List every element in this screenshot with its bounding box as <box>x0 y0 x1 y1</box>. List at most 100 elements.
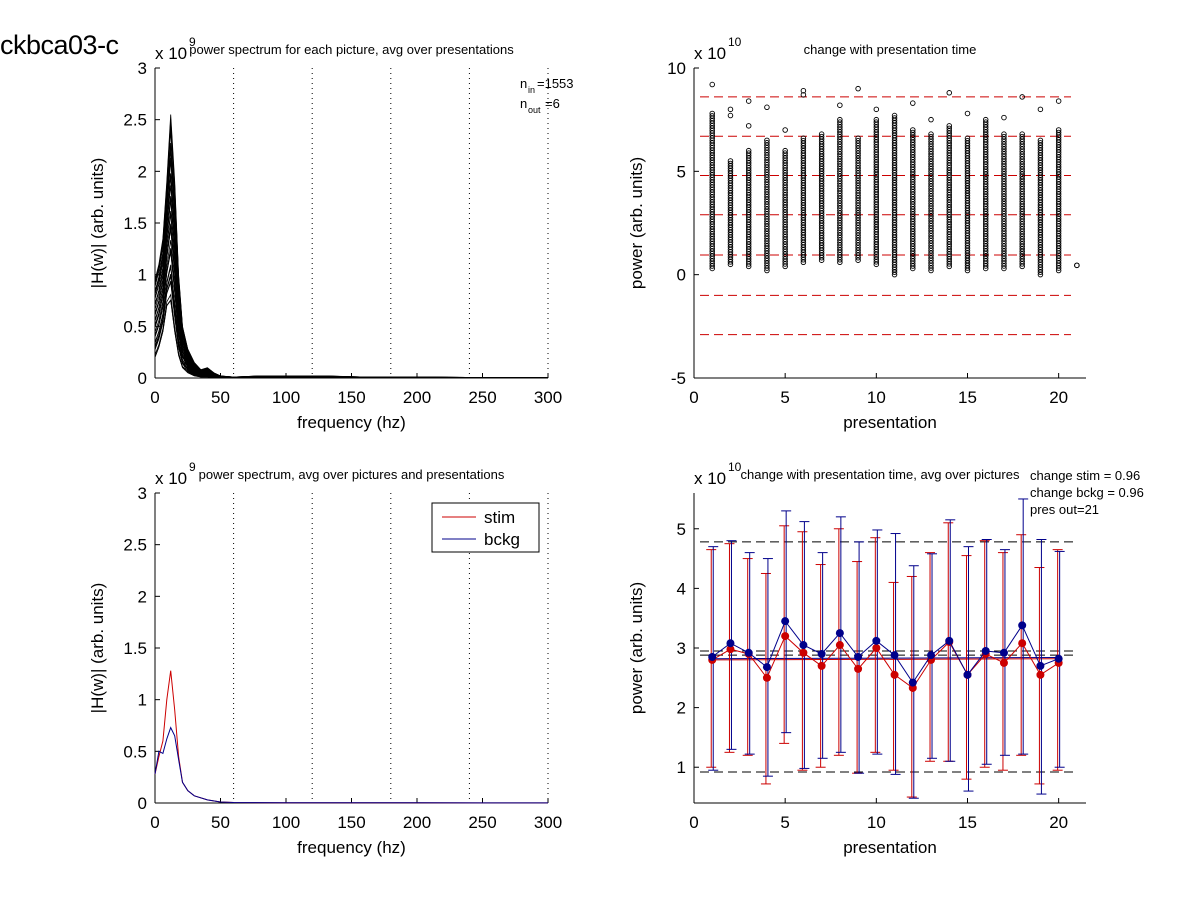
marker-bckg <box>1018 621 1027 630</box>
y-tick-label: 1 <box>138 691 147 710</box>
spectrum-curve <box>154 176 548 379</box>
spectrum-curve <box>154 160 548 379</box>
chart-power-spectrum-each: 0 50 100 150 200 250 300 0 0.5 1 1.5 2 2.5 3 frequency… <box>88 35 574 432</box>
spectrum-curve <box>154 149 548 379</box>
outlier-point <box>709 81 715 88</box>
y-tick-label: 0.5 <box>123 317 147 336</box>
x-tick-label: 0 <box>689 813 698 832</box>
x-tick-label: 15 <box>958 813 977 832</box>
spectrum-curve <box>154 267 548 379</box>
n-out-value: =6 <box>545 96 560 111</box>
outlier-point <box>782 127 788 133</box>
y-tick-label: 4 <box>677 579 686 598</box>
y-tick-label: 1 <box>677 758 686 777</box>
y-tick-label: 2.5 <box>123 536 147 555</box>
spectrum-curve <box>154 280 548 379</box>
x-tick-label: 15 <box>958 388 977 407</box>
data-point <box>800 137 807 144</box>
data-point <box>910 127 916 133</box>
n-out-label: n <box>520 96 527 111</box>
spectrum-curve <box>154 211 548 379</box>
marker-stim <box>835 641 844 650</box>
chart-power-spectrum-avg: 0 50 100 150 200 250 300 0 0.5 1 1.5 2 2.5 3 frequency… <box>88 460 562 857</box>
outlier-point <box>837 102 843 108</box>
data-point <box>982 119 989 125</box>
data-point <box>1055 129 1062 136</box>
spectrum-curve <box>154 250 548 379</box>
y-tick-label: 2 <box>677 699 686 718</box>
data-point <box>964 138 971 144</box>
outlier-point <box>1037 106 1044 113</box>
data-point <box>1037 137 1044 144</box>
outlier-point <box>745 123 752 129</box>
marker-bckg <box>708 652 717 661</box>
x-tick-label: 50 <box>211 388 230 407</box>
x-axis-label: frequency (hz) <box>297 838 406 857</box>
data-point <box>800 135 807 142</box>
x-tick-label: 0 <box>150 813 159 832</box>
y-axis-label: power (arb. units) <box>627 582 646 714</box>
data-point <box>855 138 861 144</box>
data-point <box>782 147 788 154</box>
outlier-point <box>745 98 752 104</box>
marker-bckg <box>963 670 972 679</box>
outlier-point <box>727 112 734 119</box>
data-point <box>782 150 788 156</box>
x-axis-label: frequency (hz) <box>297 413 406 432</box>
y-tick-label: 2.5 <box>123 111 147 130</box>
data-point <box>1074 262 1080 269</box>
outlier-point <box>800 92 807 98</box>
spectrum-curve <box>154 147 548 379</box>
marker-stim <box>762 673 771 682</box>
marker-stim <box>726 645 735 654</box>
spectrum-curve <box>154 196 548 379</box>
x-tick-label: 300 <box>534 813 562 832</box>
marker-bckg <box>817 649 826 658</box>
y-tick-label: 10 <box>667 59 686 78</box>
y-tick-label: 1.5 <box>123 639 147 658</box>
y-tick-label: 0 <box>677 266 686 285</box>
spectrum-curve <box>154 282 548 379</box>
marker-stim <box>799 648 808 657</box>
data-point <box>928 133 934 140</box>
n-in-label: n <box>520 76 527 91</box>
data-point <box>928 131 934 137</box>
spectrum-curve <box>154 122 548 378</box>
spectrum-curve <box>154 142 548 379</box>
chart-title: change with presentation time <box>804 42 977 57</box>
chart-title: power spectrum, avg over pictures and pr… <box>199 467 505 482</box>
marker-stim <box>781 632 790 641</box>
y-tick-label: -5 <box>671 369 686 388</box>
y-exponent-power: 10 <box>728 460 742 474</box>
y-tick-label: 1 <box>138 266 147 285</box>
outlier-point <box>928 116 934 123</box>
spectrum-curve <box>154 173 548 379</box>
data-point <box>1019 133 1025 140</box>
spectrum-curve <box>154 276 548 379</box>
marker-bckg <box>999 648 1008 657</box>
data-point <box>1001 131 1007 137</box>
outlier-point <box>910 100 916 106</box>
y-exponent-power: 10 <box>728 35 742 49</box>
spectrum-curve <box>154 249 548 379</box>
data-point <box>910 129 916 136</box>
x-tick-label: 250 <box>468 388 496 407</box>
series-line-stim <box>154 670 548 804</box>
marker-bckg <box>799 641 808 650</box>
x-tick-label: 5 <box>780 813 789 832</box>
spectrum-curve <box>154 143 548 378</box>
spectrum-curve <box>154 185 548 379</box>
data-point <box>1019 131 1025 137</box>
data-point <box>982 116 989 123</box>
spectrum-curve <box>154 223 548 379</box>
chart-title: power spectrum for each picture, avg ove… <box>189 42 514 57</box>
figure-label: ckbca03-c <box>0 30 119 60</box>
x-tick-label: 10 <box>867 813 886 832</box>
spectrum-curve <box>154 273 548 379</box>
data-point <box>964 135 971 142</box>
data-point <box>891 112 898 119</box>
data-point <box>873 116 880 123</box>
data-point <box>818 131 825 137</box>
spectrum-curve <box>154 213 548 379</box>
